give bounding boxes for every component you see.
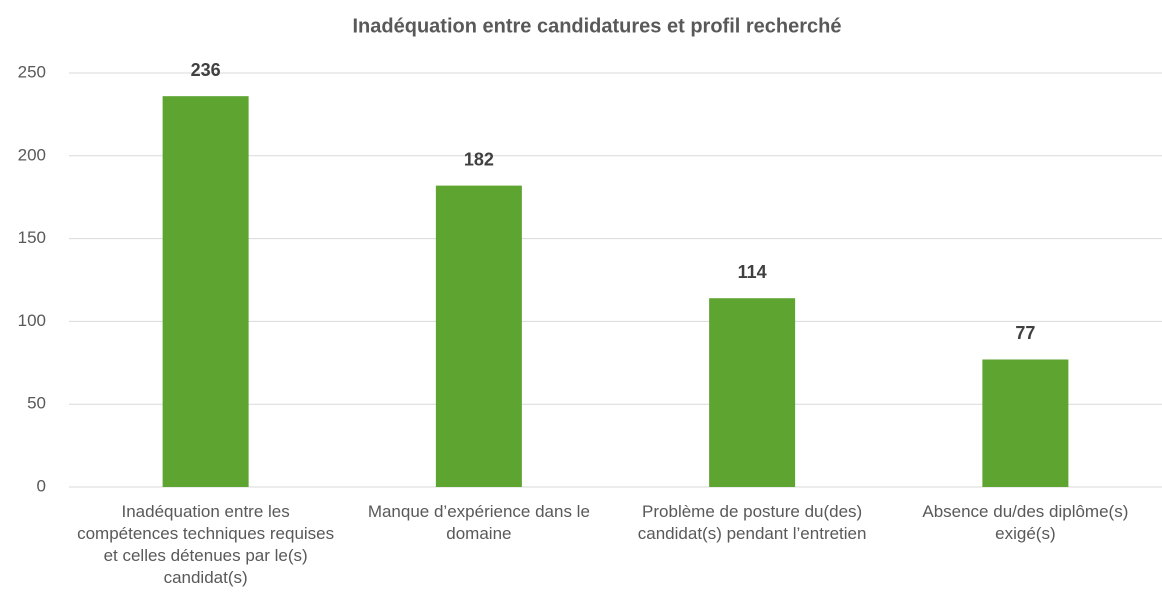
x-tick-label: Absence du/des diplôme(s) exigé(s) — [922, 502, 1128, 543]
x-tick-label: Problème de posture du(des) candidat(s) p… — [638, 502, 867, 543]
y-tick-label: 250 — [18, 62, 46, 81]
y-tick-label: 100 — [18, 311, 46, 330]
y-tick-label: 50 — [27, 394, 46, 413]
chart-title: Inadéquation entre candidatures et profi… — [352, 15, 841, 37]
value-label: 182 — [464, 149, 494, 169]
value-label: 236 — [191, 60, 221, 80]
bar — [435, 185, 522, 487]
value-label: 114 — [738, 262, 767, 282]
x-tick-label: Inadéquation entre les compétences techni… — [77, 502, 334, 587]
bar — [982, 359, 1069, 487]
y-tick-label: 0 — [37, 476, 46, 495]
x-tick-label: Manque d’expérience dans le domaine — [368, 502, 590, 543]
bar — [162, 96, 249, 488]
y-tick-label: 150 — [18, 228, 46, 247]
bar — [709, 298, 796, 487]
value-label: 77 — [1015, 323, 1035, 343]
y-tick-label: 200 — [18, 145, 46, 164]
